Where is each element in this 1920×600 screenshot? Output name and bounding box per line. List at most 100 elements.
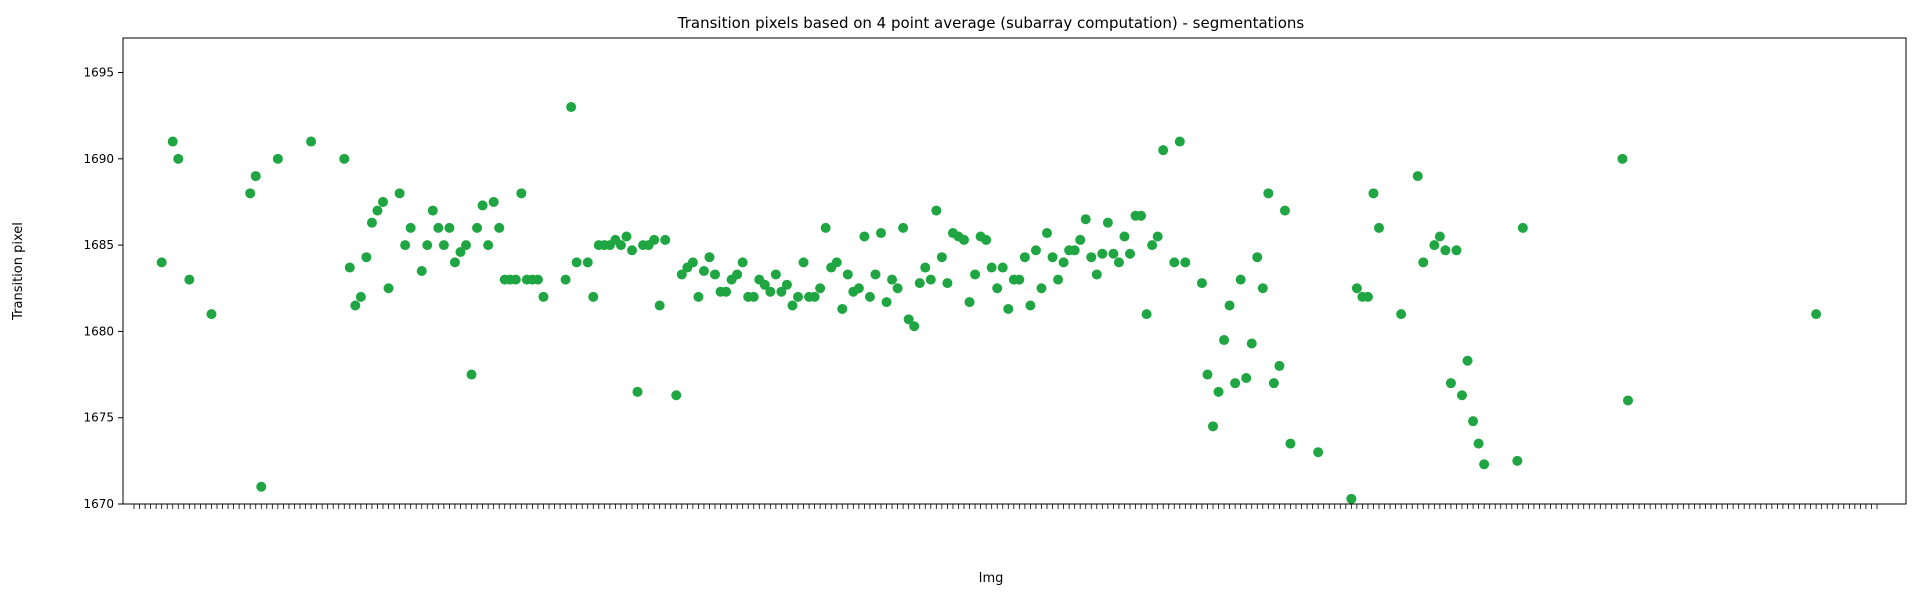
data-point <box>560 274 571 285</box>
data-point <box>936 252 947 263</box>
data-point <box>466 369 477 380</box>
data-point <box>1097 248 1108 259</box>
plot-frame <box>122 37 1907 505</box>
data-point <box>405 222 416 233</box>
y-tick-label: 1685 <box>83 238 114 252</box>
data-point <box>920 262 931 273</box>
data-point <box>1479 459 1490 470</box>
data-point <box>1075 234 1086 245</box>
data-point <box>433 222 444 233</box>
data-point <box>798 257 809 268</box>
data-point <box>1102 217 1113 228</box>
data-point <box>903 314 914 325</box>
data-point <box>693 291 704 302</box>
data-point <box>870 269 881 280</box>
data-point <box>1457 390 1467 401</box>
data-point <box>1158 145 1169 156</box>
data-point <box>532 274 543 285</box>
data-point <box>1274 360 1285 371</box>
data-point <box>1346 493 1357 504</box>
data-point <box>1141 309 1152 320</box>
data-point <box>378 196 388 207</box>
data-point <box>687 257 698 268</box>
data-point <box>1451 245 1462 256</box>
data-point <box>582 257 593 268</box>
x-axis-ticks <box>133 504 1878 509</box>
data-point <box>256 481 267 492</box>
data-point <box>1169 257 1180 268</box>
data-point <box>510 274 521 285</box>
data-point <box>306 136 317 147</box>
data-point <box>339 153 350 164</box>
data-point <box>1445 378 1456 389</box>
data-point <box>444 222 455 233</box>
data-point <box>394 188 405 199</box>
data-point <box>1014 274 1025 285</box>
data-point <box>654 300 665 311</box>
data-point <box>997 262 1008 273</box>
data-point <box>737 257 748 268</box>
data-point <box>1517 222 1528 233</box>
data-point <box>710 269 720 280</box>
data-point <box>759 279 770 290</box>
data-point <box>1080 214 1091 225</box>
data-point <box>1462 355 1473 366</box>
data-point <box>1047 252 1058 263</box>
data-point <box>1091 269 1102 280</box>
data-point <box>1473 438 1484 449</box>
data-points <box>156 102 1822 504</box>
data-point <box>1174 136 1185 147</box>
data-point <box>1440 245 1451 256</box>
data-point <box>1136 210 1147 221</box>
data-point <box>925 274 936 285</box>
data-point <box>776 286 787 297</box>
data-point <box>1125 248 1135 259</box>
data-point <box>1036 283 1047 294</box>
data-point <box>1196 278 1207 289</box>
data-point <box>837 303 848 314</box>
data-point <box>632 386 643 397</box>
data-point <box>1219 335 1230 346</box>
data-point <box>1279 205 1290 216</box>
data-point <box>422 240 433 251</box>
data-point <box>344 262 355 273</box>
data-point <box>1235 274 1246 285</box>
data-point <box>660 234 671 245</box>
y-tick-label: 1695 <box>83 66 114 80</box>
data-point <box>245 188 256 199</box>
data-point <box>853 283 864 294</box>
data-point <box>898 222 909 233</box>
data-point <box>1246 338 1257 349</box>
y-axis-label: Transition pixel <box>11 222 26 321</box>
data-point <box>621 231 632 242</box>
data-point <box>1285 438 1296 449</box>
data-point <box>859 231 870 242</box>
data-point <box>676 269 687 280</box>
data-point <box>1268 378 1279 389</box>
data-point <box>1224 300 1235 311</box>
data-point <box>250 171 261 182</box>
data-point <box>1180 257 1191 268</box>
data-point <box>820 222 831 233</box>
data-point <box>704 252 715 263</box>
data-point <box>876 228 886 239</box>
data-point <box>809 291 820 302</box>
data-point <box>1429 240 1440 251</box>
data-point <box>748 291 759 302</box>
y-tick-label: 1670 <box>83 497 114 511</box>
data-point <box>1030 245 1041 256</box>
data-point <box>909 321 920 332</box>
data-point <box>472 222 483 233</box>
data-point <box>787 300 798 311</box>
data-point <box>1351 283 1362 294</box>
data-point <box>350 300 361 311</box>
data-point <box>964 297 975 308</box>
data-point <box>1053 274 1064 285</box>
data-point <box>1252 252 1263 263</box>
data-point <box>355 291 366 302</box>
data-point <box>881 297 892 308</box>
data-point <box>1468 416 1479 427</box>
data-point <box>615 240 626 251</box>
data-point <box>1003 303 1014 314</box>
